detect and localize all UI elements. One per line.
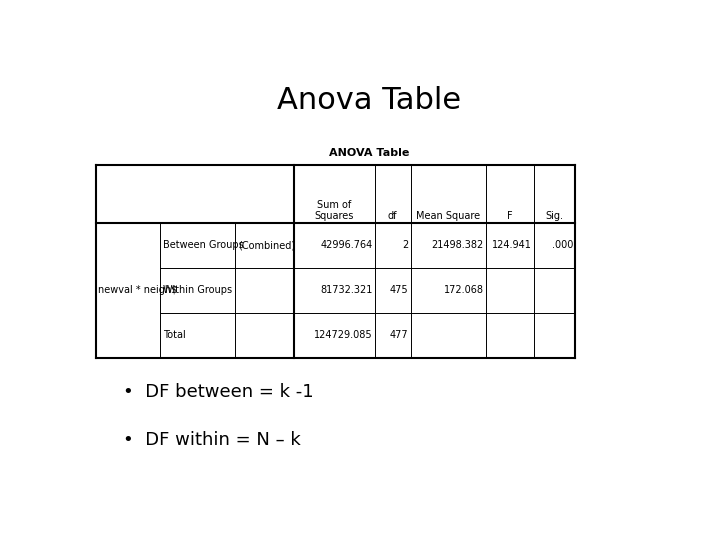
- Text: 475: 475: [390, 285, 409, 295]
- Text: 477: 477: [390, 330, 409, 340]
- Text: ANOVA Table: ANOVA Table: [329, 148, 409, 158]
- Text: Between Groups: Between Groups: [163, 240, 243, 250]
- Text: Sum of
Squares: Sum of Squares: [315, 200, 354, 221]
- Text: 124.941: 124.941: [492, 240, 531, 250]
- Text: .000: .000: [552, 240, 573, 250]
- Text: 172.068: 172.068: [444, 285, 484, 295]
- Text: •  DF within = N – k: • DF within = N – k: [124, 431, 301, 449]
- Text: 81732.321: 81732.321: [320, 285, 372, 295]
- Text: newval * neigh$: newval * neigh$: [99, 285, 178, 295]
- Text: (Combined): (Combined): [238, 240, 295, 250]
- Text: Sig.: Sig.: [546, 211, 564, 221]
- Text: •  DF between = k -1: • DF between = k -1: [124, 383, 314, 401]
- Text: 2: 2: [402, 240, 409, 250]
- Text: 124729.085: 124729.085: [314, 330, 372, 340]
- Text: Total: Total: [163, 330, 185, 340]
- Text: 42996.764: 42996.764: [320, 240, 372, 250]
- Text: df: df: [388, 211, 397, 221]
- Text: Within Groups: Within Groups: [163, 285, 232, 295]
- Text: Mean Square: Mean Square: [416, 211, 480, 221]
- Text: 21498.382: 21498.382: [432, 240, 484, 250]
- Text: F: F: [507, 211, 513, 221]
- Text: Anova Table: Anova Table: [277, 85, 461, 114]
